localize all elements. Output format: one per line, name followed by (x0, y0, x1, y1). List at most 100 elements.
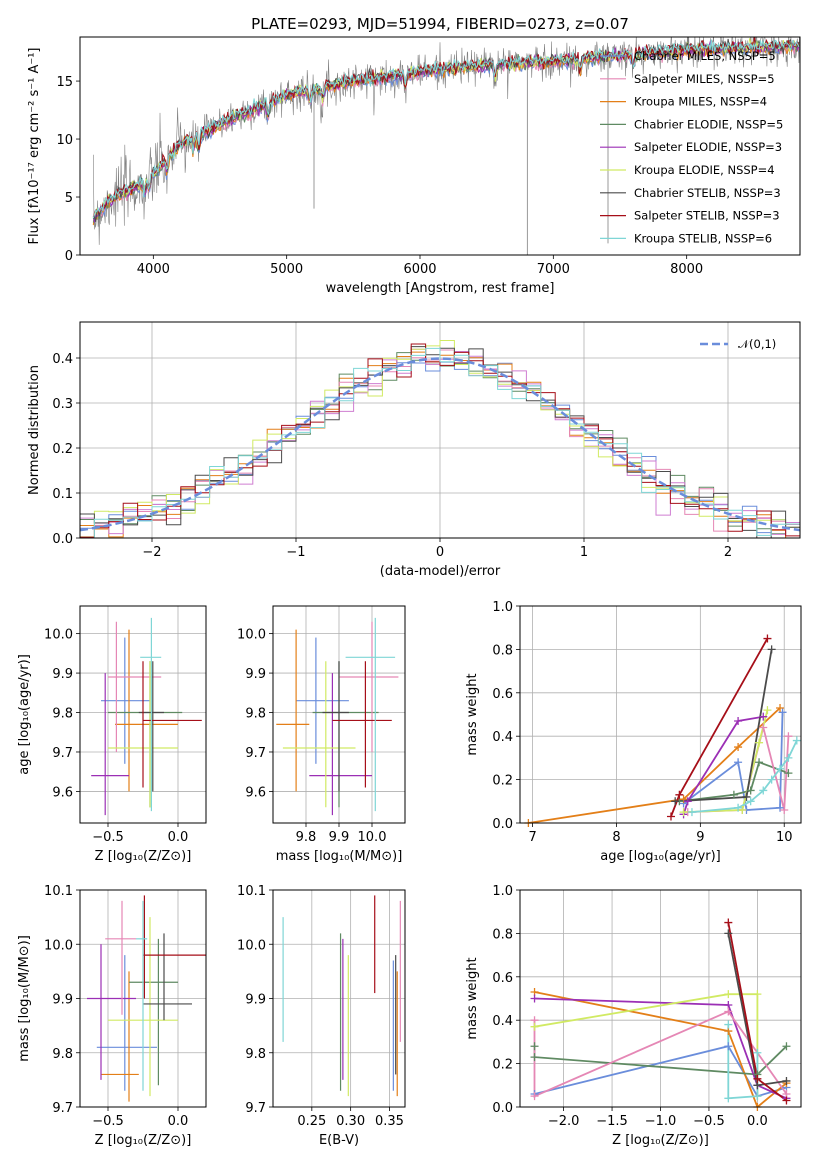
y-tick-label: 0.2 (492, 774, 513, 789)
weight-marker (776, 803, 785, 812)
weight-marker (746, 786, 755, 795)
histogram-step-line (80, 340, 800, 538)
y-tick-label: 9.8 (52, 707, 73, 722)
legend-label: Kroupa STELIB, NSSP=6 (634, 231, 772, 245)
y-tick-label: 1.0 (492, 884, 513, 899)
plot-area (87, 895, 206, 1102)
x-axis-label: Z [log₁₀(Z/Z⊙)] (612, 1133, 709, 1148)
gaussian-reference-line (80, 357, 800, 532)
weight-marker (666, 812, 675, 821)
weight-marker (778, 708, 787, 717)
legend-label: Salpeter ELODIE, NSSP=3 (634, 140, 782, 154)
y-axis-label: age [log₁₀(age/yr)] (17, 654, 32, 775)
plot-area (80, 340, 800, 538)
weight-marker (753, 990, 762, 999)
y-tick-label: 0.0 (52, 532, 73, 547)
weight-marker (763, 634, 772, 643)
y-tick-label: 0.2 (492, 1058, 513, 1073)
model-spectrum-line (92, 39, 800, 219)
weight-marker (530, 1092, 539, 1101)
x-tick-label: −1 (286, 545, 305, 560)
x-axis-label: Z [log₁₀(Z/Z⊙)] (95, 1133, 192, 1148)
weight-marker (724, 990, 733, 999)
y-tick-label: 0.4 (492, 1014, 513, 1029)
y-axis-label: Flux [fλ10⁻¹⁷ erg cm⁻² s⁻¹ A⁻¹] (27, 48, 42, 245)
x-axis-label: mass [log₁₀(M/M⊙)] (276, 849, 403, 864)
x-tick-label: −1.0 (645, 1114, 677, 1129)
mass-vs-ebv-panel: 0.25 0.30 0.35 9.7 9.8 9.9 10.0 10.1 E(B-V) (237, 884, 406, 1148)
histogram-step-line (80, 343, 800, 538)
weight-marker (724, 918, 733, 927)
weight-marker (724, 1020, 733, 1029)
weight-marker (738, 805, 747, 814)
weight-marker (784, 753, 793, 762)
y-tick-label: 9.9 (245, 667, 266, 682)
weight-marker (530, 1022, 539, 1031)
weight-marker (753, 1092, 762, 1101)
legend-label: Salpeter MILES, NSSP=5 (634, 72, 775, 86)
y-tick-label: 0.8 (492, 927, 513, 942)
x-tick-label: 0.30 (336, 1114, 365, 1129)
x-axis-label: wavelength [Angstrom, rest frame] (326, 281, 555, 296)
axes-frame (519, 605, 802, 824)
y-axis-label: mass weight (465, 673, 480, 755)
legend-label: Chabrier MILES, NSSP=5 (634, 49, 776, 63)
weight-marker (759, 712, 768, 721)
histogram-step-line (80, 357, 800, 538)
x-tick-label: 5000 (270, 262, 303, 277)
y-tick-label: 10.0 (44, 628, 73, 643)
weight-vs-metallicity-panel: −2.0 −1.5 −1.0 −0.5 0.0 0.0 0.2 0.4 0.6 0.8 1.0 Z [… (465, 884, 802, 1148)
weight-marker (734, 743, 743, 752)
weight-marker (782, 1042, 791, 1051)
weight-line (682, 715, 764, 815)
x-tick-label: 6000 (403, 262, 436, 277)
legend-label: Kroupa MILES, NSSP=4 (634, 95, 767, 109)
axes-frame (79, 36, 801, 256)
y-tick-label: 0 (65, 249, 73, 264)
plot-area (92, 37, 800, 255)
x-tick-label: 0 (436, 545, 444, 560)
model-spectrum-line (92, 37, 800, 218)
x-tick-label: 2 (724, 545, 732, 560)
x-tick-label: 1 (580, 545, 588, 560)
y-tick-label: 9.6 (245, 785, 266, 800)
x-tick-label: 0.0 (168, 830, 189, 845)
axes-frame (79, 889, 207, 1108)
weight-marker (530, 994, 539, 1003)
y-tick-label: 5 (65, 191, 73, 206)
y-tick-label: 0.0 (492, 817, 513, 832)
x-tick-label: 0.0 (747, 1114, 768, 1129)
plot-area (276, 617, 399, 816)
weight-marker (755, 738, 764, 747)
histogram-step-line (80, 347, 800, 538)
weight-marker (724, 929, 733, 938)
weight-line (534, 991, 788, 1107)
y-axis-label: mass [log₁₀(M/M⊙)] (17, 935, 32, 1062)
weight-line (534, 997, 787, 1100)
y-tick-label: 9.9 (52, 667, 73, 682)
y-tick-label: 9.8 (52, 1047, 73, 1062)
axes-frame (272, 889, 406, 1108)
age-vs-metallicity-panel: −0.5 0.0 9.6 9.7 9.8 9.9 10.0 Z [log₁₀(Z/Z⊙)] ag… (17, 605, 207, 864)
x-tick-label: 4000 (137, 262, 170, 277)
y-tick-label: 1.0 (492, 600, 513, 615)
x-tick-label: −2.0 (548, 1114, 580, 1129)
x-tick-label: −0.5 (693, 1114, 725, 1129)
axes-frame (519, 889, 802, 1108)
y-tick-label: 0.1 (52, 487, 73, 502)
residual-panel: −2 −1 0 1 2 0.0 0.1 0.2 0.3 0.4 (data-model)/error… (27, 321, 801, 579)
x-tick-label: 0.0 (168, 1114, 189, 1129)
x-tick-label: 0.35 (375, 1114, 404, 1129)
y-tick-label: 10.1 (44, 884, 73, 899)
legend-label: Chabrier ELODIE, NSSP=5 (634, 117, 783, 131)
weight-marker (530, 1042, 539, 1051)
y-tick-label: 9.9 (52, 993, 73, 1008)
y-tick-label: 0.0 (492, 1101, 513, 1116)
weight-marker (724, 1094, 733, 1103)
y-tick-label: 0.6 (492, 971, 513, 986)
y-tick-label: 10.0 (237, 938, 266, 953)
y-axis-label: Normed distribution (27, 365, 42, 495)
x-tick-label: −0.5 (92, 1114, 124, 1129)
y-tick-label: 0.2 (52, 442, 73, 457)
